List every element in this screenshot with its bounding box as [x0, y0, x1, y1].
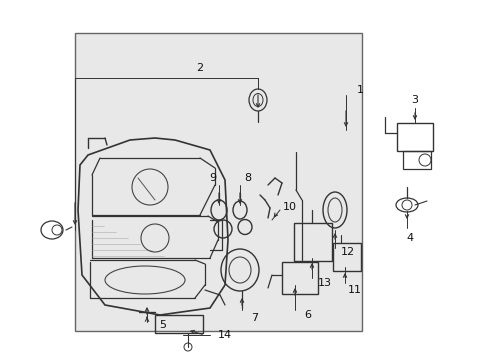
Bar [332, 243, 360, 271]
Bar [402, 151, 430, 169]
Text: 8: 8 [244, 173, 251, 183]
Text: 2: 2 [196, 63, 203, 73]
Text: 4: 4 [406, 233, 413, 243]
Bar [396, 123, 432, 151]
Text: 3: 3 [411, 95, 418, 105]
Text: 5: 5 [159, 320, 166, 330]
Text: 10: 10 [283, 202, 296, 212]
Bar [155, 315, 203, 333]
Bar [293, 223, 331, 261]
Bar [75, 33, 361, 331]
Text: 14: 14 [218, 330, 232, 340]
Bar [282, 262, 317, 294]
Text: 12: 12 [340, 247, 354, 257]
Text: 9: 9 [209, 173, 216, 183]
Text: 11: 11 [347, 285, 361, 295]
Text: 13: 13 [317, 278, 331, 288]
Text: 7: 7 [251, 313, 258, 323]
Text: 1: 1 [356, 85, 363, 95]
Text: 6: 6 [304, 310, 311, 320]
